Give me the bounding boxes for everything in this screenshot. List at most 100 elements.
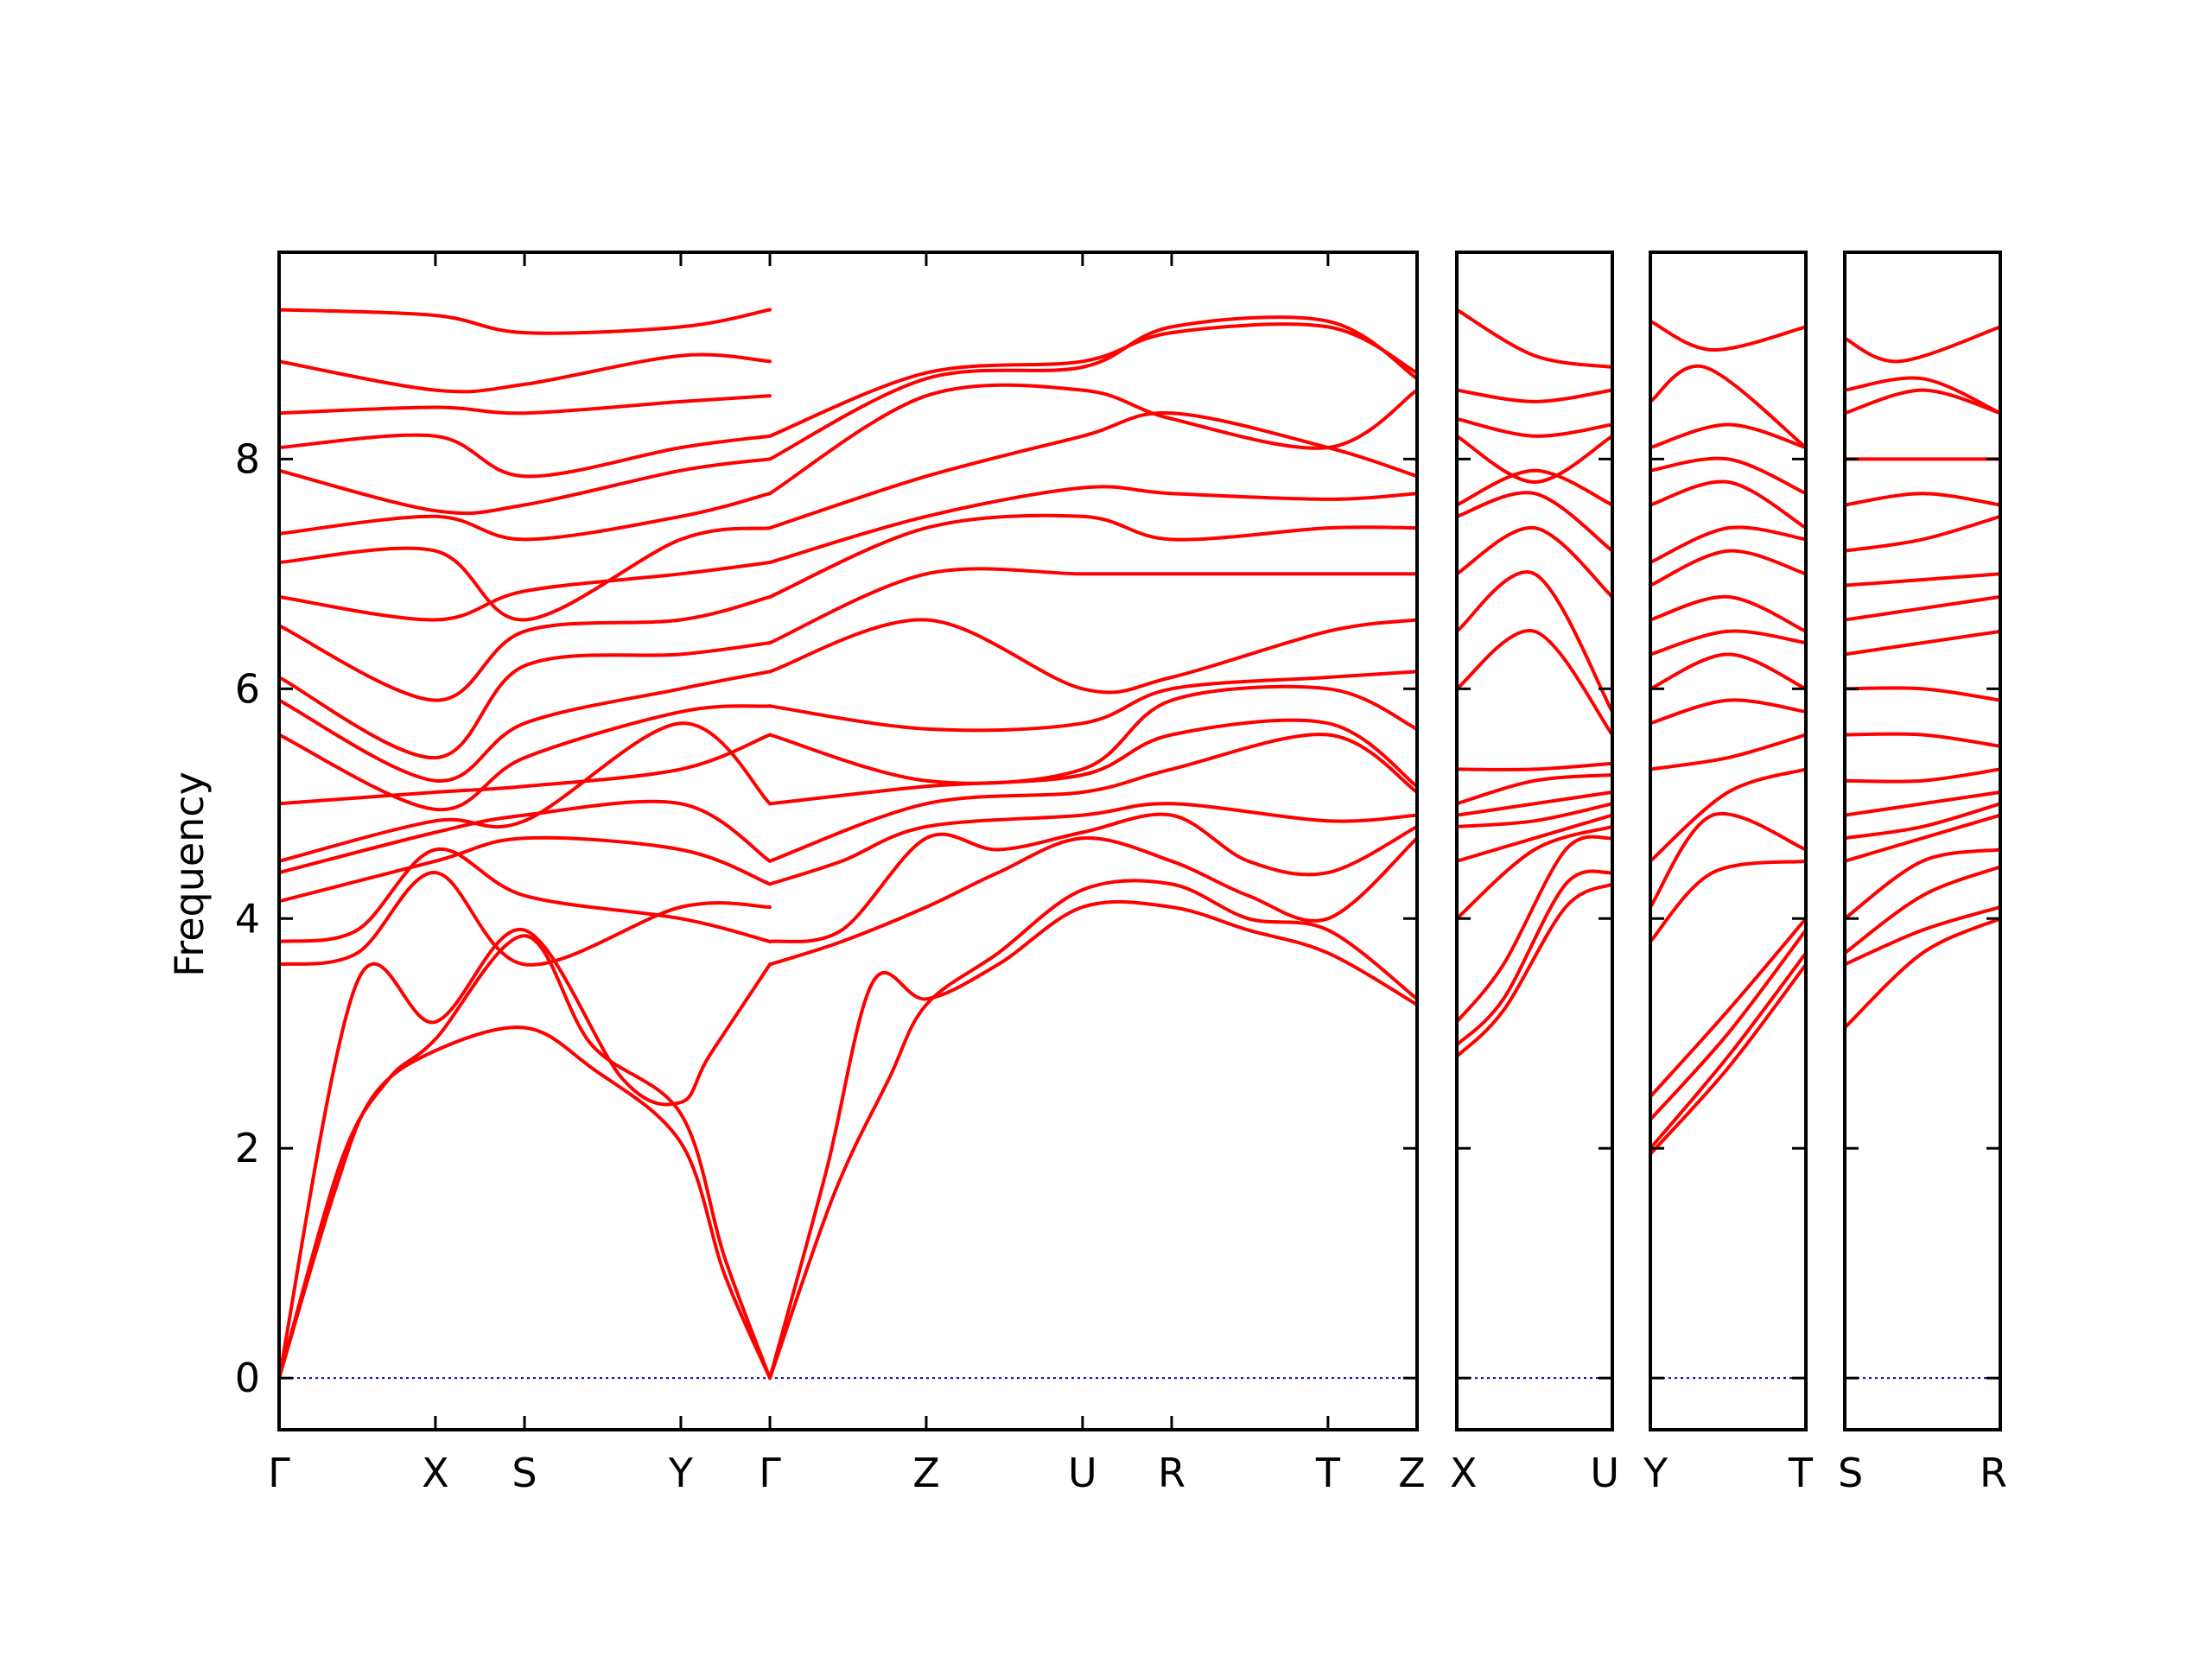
band-1	[1457, 882, 1612, 1058]
band-16	[1457, 416, 1612, 438]
band-3	[279, 927, 772, 1381]
band-4	[1650, 917, 1806, 1099]
band-7	[1650, 767, 1806, 863]
band-2	[1650, 951, 1806, 1151]
y-tick-label: 4	[235, 895, 260, 942]
band-11	[1650, 629, 1806, 657]
y-tick-label: 6	[235, 665, 260, 712]
band-10	[1650, 652, 1806, 691]
y-tick-label: 8	[235, 435, 260, 482]
band-12	[279, 641, 772, 760]
band-15	[279, 526, 772, 622]
band-33	[768, 513, 1417, 599]
band-11	[279, 670, 772, 783]
band-18	[1650, 364, 1806, 450]
band-31	[768, 618, 1417, 695]
band-12	[1845, 594, 2000, 622]
band-35	[768, 411, 1417, 530]
band-23	[768, 879, 1417, 1381]
x-tick-label: Z	[912, 1450, 940, 1496]
band-3	[1650, 928, 1806, 1121]
band-19	[279, 394, 772, 416]
band-9	[1845, 732, 2000, 748]
band-29	[768, 684, 1417, 785]
band-27	[768, 733, 1417, 863]
band-2	[1845, 905, 2000, 967]
band-4	[279, 871, 772, 967]
x-tick-label: Z	[1398, 1450, 1426, 1496]
band-17	[279, 457, 772, 516]
band-8	[1457, 773, 1612, 806]
band-5	[1457, 813, 1612, 863]
band-26	[768, 802, 1417, 886]
band-14	[1845, 514, 2000, 553]
band-15	[1650, 479, 1806, 530]
band-17	[1845, 388, 2000, 416]
y-tick-label: 2	[235, 1125, 260, 1171]
x-tick-label: S	[512, 1450, 537, 1496]
band-6	[1845, 802, 2000, 841]
band-2	[279, 934, 772, 1381]
band-15	[1457, 434, 1612, 484]
band-8	[1650, 733, 1806, 771]
band-13	[279, 594, 772, 702]
band-6	[1457, 802, 1612, 828]
bands-group	[1650, 319, 1806, 1156]
band-10	[279, 704, 772, 812]
band-16	[1650, 456, 1806, 496]
band-6	[1650, 811, 1806, 909]
band-14	[1457, 468, 1612, 507]
band-14	[1650, 525, 1806, 564]
panel-frame	[277, 251, 1419, 1431]
band-18	[279, 433, 772, 479]
x-tick-label: Y	[668, 1450, 694, 1496]
band-38	[768, 322, 1417, 438]
band-4	[1457, 824, 1612, 921]
band-18	[1845, 376, 2000, 416]
band-32	[768, 567, 1417, 645]
bands-group	[1457, 308, 1612, 1058]
band-5	[1650, 859, 1806, 943]
bands-group	[279, 308, 1417, 1381]
y-tick-label: 0	[235, 1355, 260, 1401]
band-6	[279, 835, 772, 904]
x-tick-label: U	[1068, 1450, 1097, 1496]
band-28	[768, 718, 1417, 806]
band-19	[1650, 319, 1806, 352]
x-tick-label: Γ	[759, 1450, 781, 1496]
x-tick-label: Γ	[268, 1450, 290, 1496]
x-tick-label: U	[1590, 1450, 1619, 1496]
band-15	[1845, 492, 2000, 507]
band-24	[768, 836, 1417, 967]
band-12	[1650, 594, 1806, 633]
x-tick-label: X	[1450, 1450, 1478, 1496]
band-13	[1650, 549, 1806, 587]
band-7	[1845, 790, 2000, 817]
band-9	[279, 733, 772, 806]
panel-1: Γ X S Y Γ Z U R T Z 0 2 4 6 8	[235, 251, 1426, 1496]
band-13	[1457, 491, 1612, 553]
x-tick-label: R	[1980, 1450, 2007, 1496]
band-25	[768, 812, 1417, 943]
band-11	[1845, 629, 2000, 657]
band-5	[279, 847, 772, 943]
panel-frame	[1455, 251, 1614, 1431]
x-tick-label: X	[422, 1450, 449, 1496]
band-13	[1845, 572, 2000, 587]
band-10	[1845, 686, 2000, 702]
band-16	[279, 492, 772, 542]
band-9	[1650, 698, 1806, 726]
band-1	[1845, 917, 2000, 1030]
band-34	[768, 485, 1417, 564]
band-4	[1845, 847, 2000, 921]
bands-group	[1845, 325, 2000, 1030]
panel-frame	[1843, 251, 2002, 1431]
y-axis-label: Frequency	[166, 771, 213, 977]
band-17	[1457, 388, 1612, 403]
x-tick-label: R	[1158, 1450, 1185, 1496]
band-9	[1457, 761, 1612, 771]
band-7	[1457, 790, 1612, 817]
